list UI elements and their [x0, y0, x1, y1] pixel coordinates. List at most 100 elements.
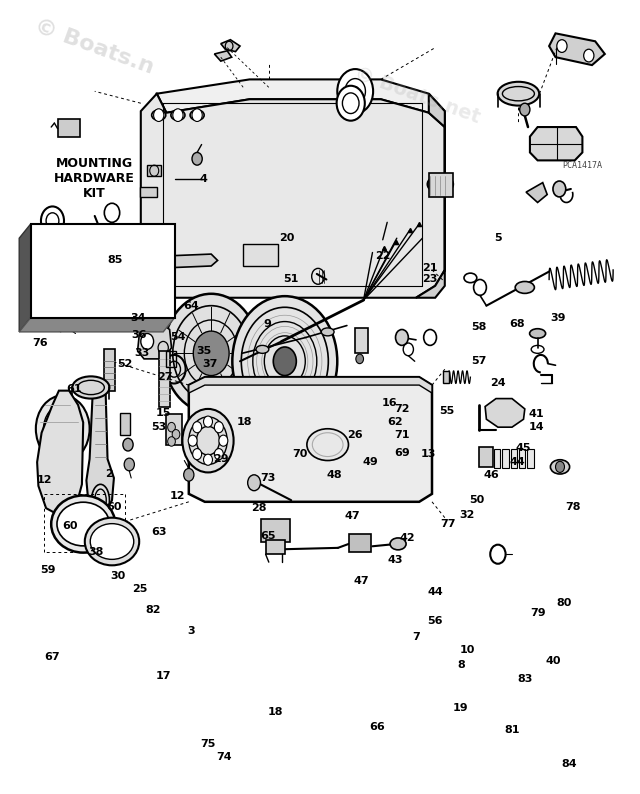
Polygon shape [138, 322, 172, 359]
Circle shape [193, 449, 202, 460]
Text: 47: 47 [344, 511, 360, 521]
Ellipse shape [428, 175, 453, 193]
Ellipse shape [550, 460, 570, 474]
Ellipse shape [51, 495, 115, 553]
Text: 14: 14 [529, 422, 544, 432]
Polygon shape [157, 79, 445, 127]
Text: 33: 33 [134, 349, 150, 358]
Bar [104, 349, 115, 391]
Circle shape [557, 40, 567, 52]
Circle shape [351, 87, 359, 96]
Circle shape [356, 354, 364, 364]
Circle shape [168, 422, 175, 432]
Text: 41: 41 [529, 410, 544, 419]
Text: 60: 60 [63, 521, 78, 530]
Bar [166, 351, 176, 367]
Circle shape [60, 308, 68, 319]
Text: 79: 79 [530, 608, 545, 618]
Bar [349, 534, 371, 552]
Text: 84: 84 [562, 759, 577, 769]
Text: 55: 55 [439, 407, 454, 416]
Circle shape [173, 109, 183, 121]
Polygon shape [530, 127, 582, 160]
Bar [502, 449, 509, 468]
Text: 80: 80 [557, 599, 572, 608]
Text: 16: 16 [381, 399, 397, 408]
Text: 10: 10 [460, 646, 475, 655]
Text: 82: 82 [146, 605, 161, 615]
Text: 52: 52 [117, 359, 132, 368]
Circle shape [204, 416, 212, 427]
Text: 38: 38 [88, 547, 104, 557]
Ellipse shape [90, 524, 134, 560]
Text: 44: 44 [509, 457, 525, 467]
Text: 36: 36 [132, 330, 147, 340]
Circle shape [193, 422, 202, 433]
Polygon shape [221, 40, 240, 52]
Bar [243, 244, 278, 266]
Text: 37: 37 [202, 359, 218, 368]
Text: 51: 51 [284, 275, 299, 284]
Text: 56: 56 [428, 616, 443, 626]
Circle shape [193, 331, 229, 376]
Text: 57: 57 [471, 357, 486, 366]
Circle shape [584, 49, 594, 62]
Circle shape [123, 438, 133, 451]
Text: 19: 19 [453, 703, 468, 713]
Polygon shape [141, 94, 445, 298]
Text: 24: 24 [490, 378, 506, 387]
Text: 30: 30 [111, 571, 126, 580]
Bar [147, 165, 161, 176]
Circle shape [124, 458, 134, 471]
Text: 49: 49 [362, 457, 378, 467]
Polygon shape [166, 254, 218, 268]
Text: 42: 42 [400, 534, 415, 543]
Circle shape [47, 233, 58, 246]
Circle shape [141, 333, 154, 349]
Text: 44: 44 [428, 587, 443, 596]
Bar [429, 173, 453, 197]
Ellipse shape [256, 345, 269, 353]
Text: 64: 64 [183, 301, 198, 310]
Circle shape [163, 294, 259, 413]
Circle shape [206, 422, 229, 451]
Ellipse shape [57, 503, 109, 546]
Ellipse shape [498, 82, 540, 106]
Text: 54: 54 [170, 333, 186, 342]
Bar [58, 119, 80, 137]
Text: 5: 5 [494, 233, 502, 243]
Ellipse shape [390, 538, 406, 549]
Text: 73: 73 [260, 473, 275, 483]
Text: 63: 63 [151, 527, 166, 537]
Text: 78: 78 [565, 502, 580, 511]
Text: 77: 77 [440, 519, 456, 529]
Text: 13: 13 [421, 449, 436, 459]
Text: 15: 15 [156, 408, 171, 418]
Text: 35: 35 [196, 346, 211, 356]
Text: 53: 53 [151, 422, 166, 432]
Text: 62: 62 [388, 418, 403, 427]
Circle shape [214, 422, 223, 433]
Text: 18: 18 [237, 418, 252, 427]
Ellipse shape [321, 328, 334, 336]
Text: 71: 71 [394, 430, 410, 440]
Text: 25: 25 [132, 584, 147, 594]
Polygon shape [86, 391, 114, 516]
Polygon shape [189, 377, 432, 502]
Ellipse shape [152, 110, 166, 120]
Text: 22: 22 [375, 251, 390, 260]
Circle shape [192, 109, 202, 121]
Circle shape [154, 109, 164, 121]
Polygon shape [549, 33, 605, 65]
Bar [511, 449, 517, 468]
Bar [355, 328, 368, 353]
Text: 46: 46 [484, 470, 499, 480]
Text: 50: 50 [469, 495, 484, 505]
Text: 7: 7 [412, 632, 420, 642]
Ellipse shape [84, 518, 140, 565]
Bar [54, 424, 71, 434]
Text: 40: 40 [546, 656, 561, 665]
Ellipse shape [307, 429, 349, 461]
Circle shape [556, 461, 564, 472]
Circle shape [182, 409, 234, 472]
